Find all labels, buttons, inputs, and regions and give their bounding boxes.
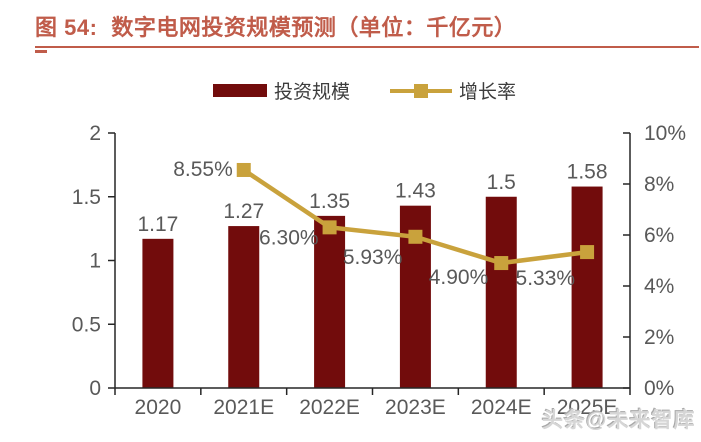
title-underline-dash — [35, 50, 47, 53]
right-axis-label-8%: 8% — [644, 173, 674, 196]
line-swatch-marker — [414, 83, 428, 98]
line-label-2025E: 5.33% — [516, 267, 576, 290]
x-axis-label-2023E: 2023E — [385, 396, 446, 419]
bar-2025E — [571, 186, 603, 388]
x-axis-label-2021E: 2021E — [213, 396, 274, 419]
watermark: 头条@未来智库 — [542, 409, 696, 432]
bar-label-2020: 1.17 — [137, 213, 178, 236]
chart-legend: 投资规模 增长率 — [14, 77, 701, 104]
bar-series-swatch — [212, 84, 267, 97]
line-marker-2025E — [580, 245, 595, 260]
legend-item-investment: 投资规模 — [212, 77, 350, 104]
line-marker-2023E — [408, 229, 423, 244]
line-label-2022E: 6.30% — [259, 226, 319, 249]
left-axis-label-2: 2 — [89, 122, 101, 145]
x-axis-label-2020: 2020 — [135, 396, 182, 419]
line-marker-2022E — [322, 220, 337, 235]
bar-label-2023E: 1.43 — [395, 180, 436, 203]
bar-2021E — [228, 226, 260, 388]
line-marker-2024E — [494, 256, 509, 271]
line-label-2023E: 5.93% — [343, 246, 403, 269]
legend-label-investment: 投资规模 — [273, 82, 350, 103]
left-axis-label-1.5: 1.5 — [72, 186, 101, 209]
right-axis-label-0%: 0% — [644, 377, 674, 400]
bar-label-2022E: 1.35 — [309, 190, 350, 213]
bar-2022E — [314, 215, 346, 388]
legend-label-growth-rate: 增长率 — [459, 82, 517, 103]
line-label-2021E: 8.55% — [173, 158, 233, 181]
line-marker-2021E — [236, 162, 251, 177]
legend-item-growth-rate: 增长率 — [390, 77, 516, 104]
right-axis-label-10%: 10% — [644, 122, 686, 145]
bar-label-2024E: 1.5 — [487, 171, 516, 194]
figure-title: 图 54: 数字电网投资规模预测（单位：千亿元） — [35, 10, 516, 42]
right-axis-label-2%: 2% — [644, 326, 674, 349]
x-axis-label-2022E: 2022E — [299, 396, 360, 419]
figure-title-text: 数字电网投资规模预测（单位：千亿元） — [111, 15, 517, 40]
left-axis-label-0.5: 0.5 — [72, 313, 101, 336]
bar-label-2021E: 1.27 — [223, 200, 264, 223]
x-axis-label-2025E: 2025E — [557, 396, 618, 419]
bar-2024E — [485, 196, 517, 388]
bar-label-2025E: 1.58 — [567, 161, 608, 184]
right-axis-label-4%: 4% — [644, 275, 674, 298]
x-axis-label-2024E: 2024E — [471, 396, 532, 419]
line-label-2024E: 4.90% — [429, 266, 489, 289]
bar-2020 — [142, 238, 174, 388]
figure-number-label: 图 54: — [35, 15, 98, 40]
left-axis-label-0: 0 — [89, 377, 101, 400]
title-underline — [35, 46, 699, 48]
left-axis-label-1: 1 — [89, 250, 101, 273]
right-axis-label-6%: 6% — [644, 224, 674, 247]
line-series-swatch — [390, 83, 452, 98]
